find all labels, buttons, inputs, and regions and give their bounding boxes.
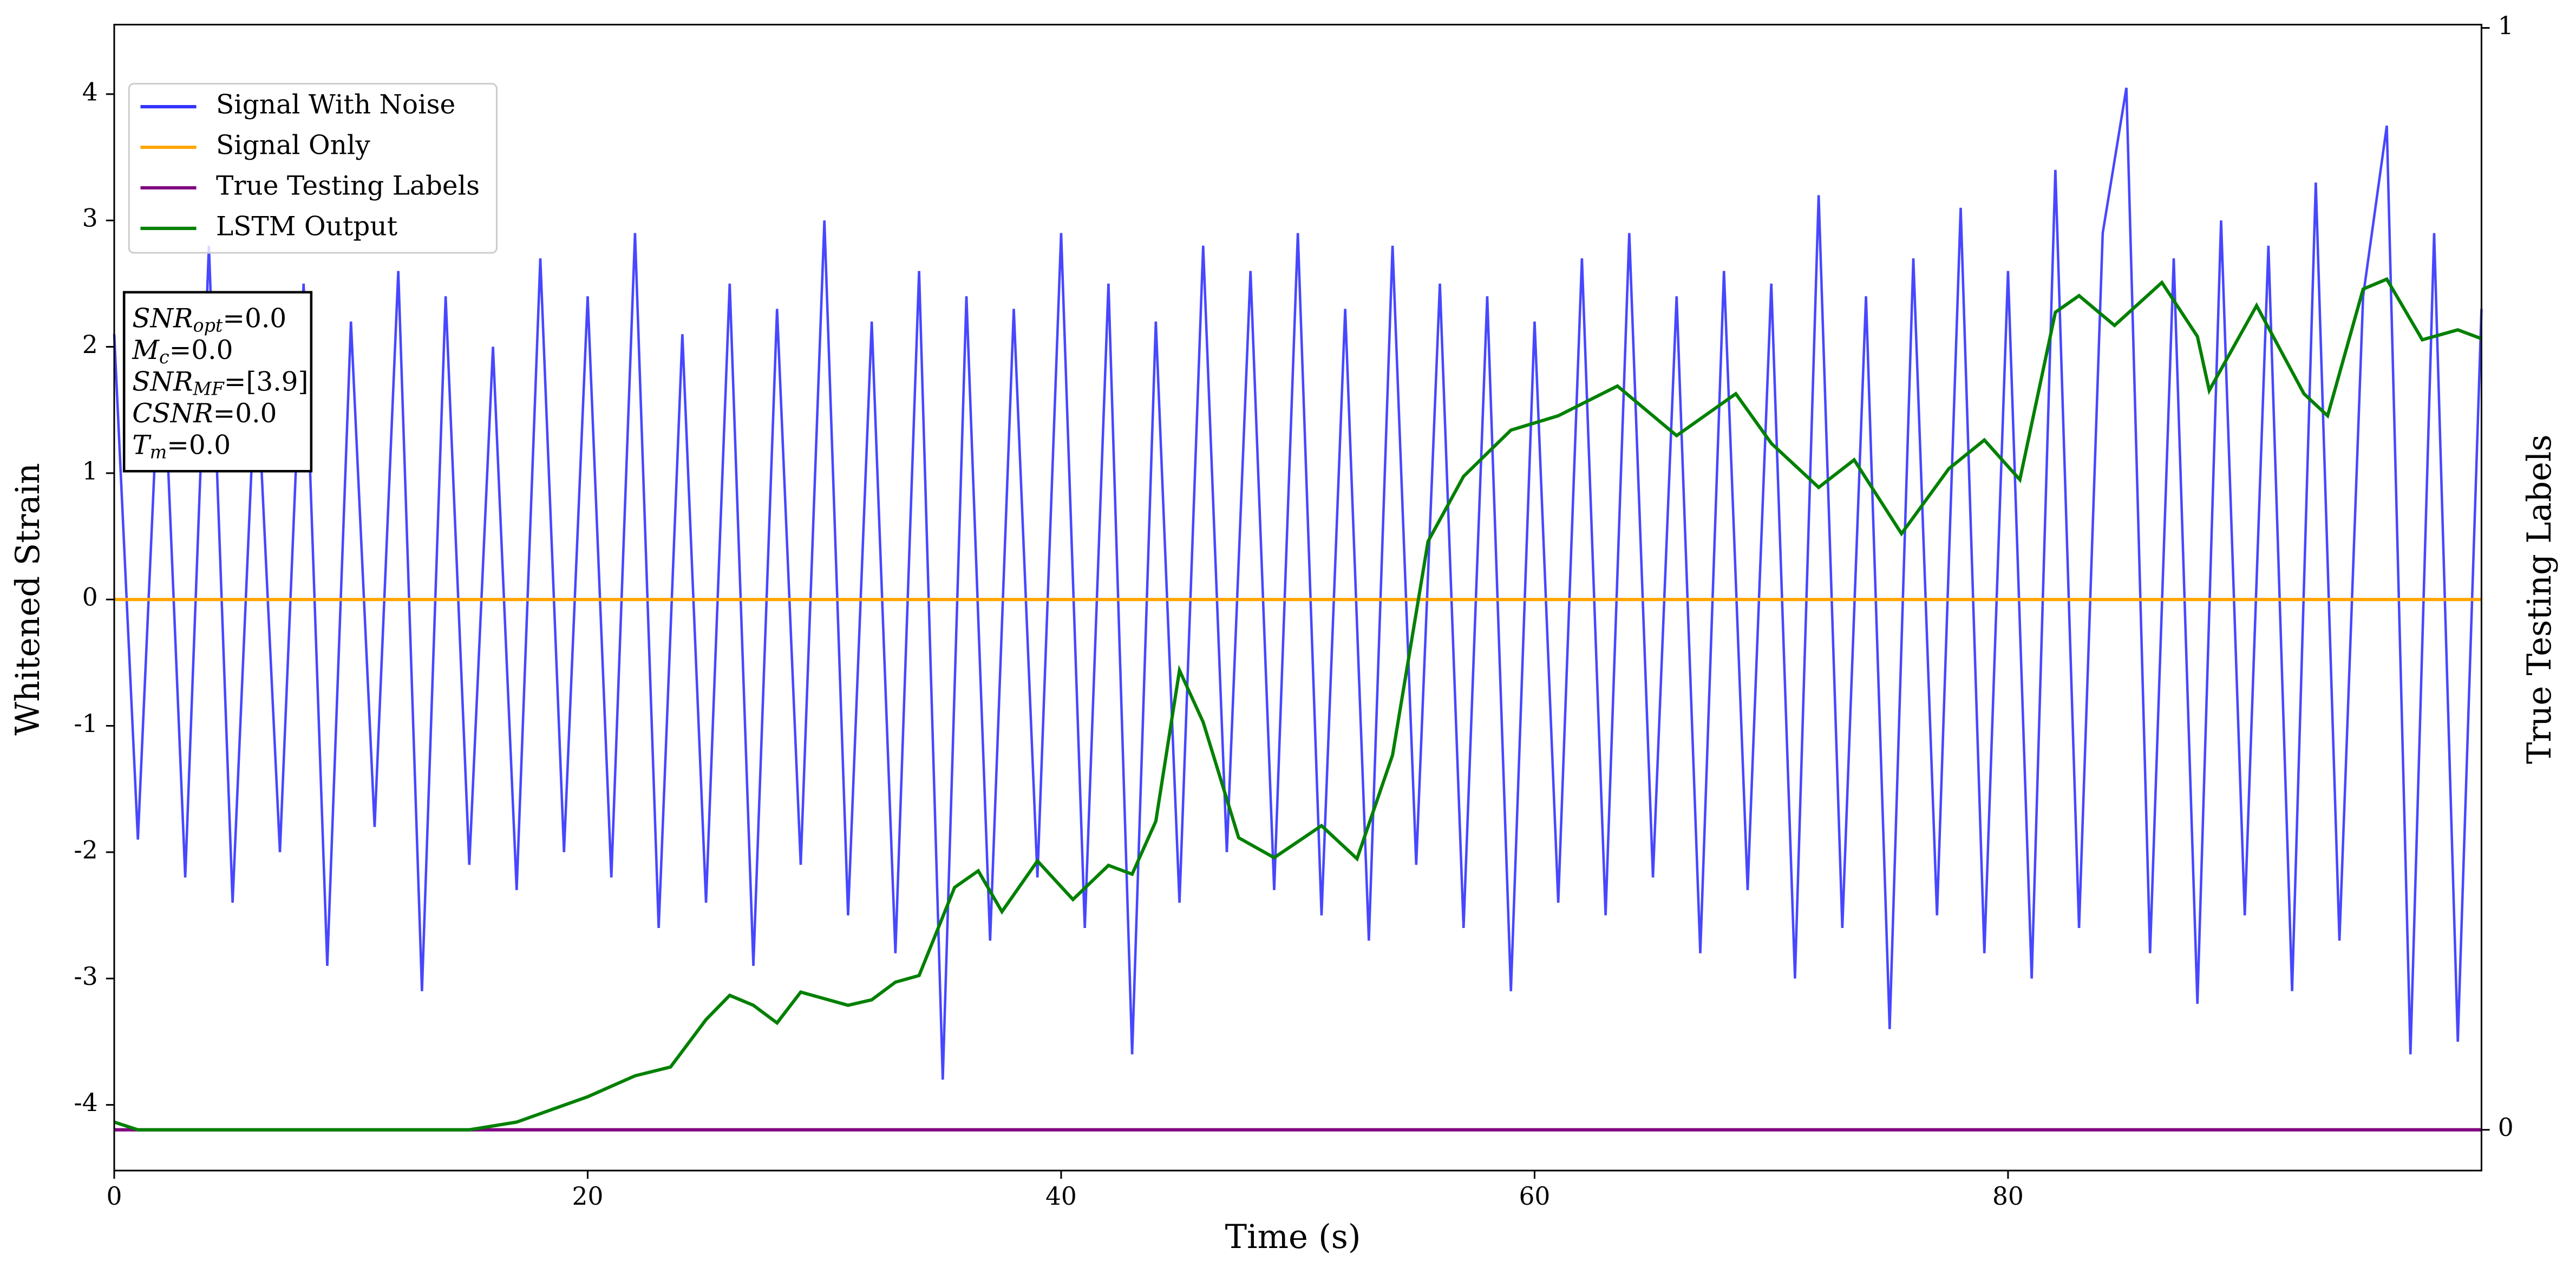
annotation-line: CSNR=0.0 xyxy=(132,398,277,428)
annotation-value: =0.0 xyxy=(223,303,286,334)
y-tick-label: -3 xyxy=(74,962,97,991)
y-tick-label: -1 xyxy=(74,709,97,738)
x-tick-label: 80 xyxy=(1992,1182,2024,1211)
y-tick-label: 2 xyxy=(82,330,98,359)
legend-label: Signal With Noise xyxy=(216,90,455,120)
y-tick-label: 1 xyxy=(82,456,98,485)
y-tick-label: 4 xyxy=(82,77,98,106)
legend-label: True Testing Labels xyxy=(216,171,480,201)
annotation-symbol: T xyxy=(132,430,152,460)
series-line xyxy=(113,87,2483,1080)
annotation-value: =0.0 xyxy=(169,335,233,365)
annotation-line: SNRopt=0.0 xyxy=(132,303,286,336)
legend-label: Signal Only xyxy=(216,130,370,160)
y2-tick-label: 1 xyxy=(2498,11,2514,40)
y2-axis-label: True Testing Labels xyxy=(2521,434,2559,764)
annotation: SNRopt=0.0Mc=0.0SNRMF=[3.9]CSNR=0.0Tm=0.… xyxy=(122,291,313,473)
legend: Signal With Noise Signal Only True Testing… xyxy=(128,83,498,254)
annotation-value: =[3.9] xyxy=(224,367,309,397)
x-axis-label: Time (s) xyxy=(1225,1218,1361,1256)
annotation-value: =0.0 xyxy=(213,398,277,428)
x-tick-label: 0 xyxy=(106,1182,122,1211)
annotation-subscript: MF xyxy=(193,378,225,399)
series-line xyxy=(114,277,2482,1132)
annotation-value: =0.0 xyxy=(167,430,231,460)
y-axis-label: Whitened Strain xyxy=(9,463,47,735)
x-tick-label: 40 xyxy=(1045,1182,1077,1211)
annotation-line: SNRMF=[3.9] xyxy=(132,367,308,400)
plot-area xyxy=(113,87,2483,1132)
annotation-line: Tm=0.0 xyxy=(132,430,231,463)
annotation-symbol: CSNR xyxy=(132,398,213,428)
annotation-symbol: SNR xyxy=(132,303,193,334)
y-tick-label: 3 xyxy=(82,204,98,233)
x-tick-label: 60 xyxy=(1519,1182,1551,1211)
y-tick-label: 0 xyxy=(82,583,98,612)
annotation-symbol: M xyxy=(132,335,160,365)
annotation-box xyxy=(122,291,313,473)
axes-frame xyxy=(113,23,2482,1172)
y-tick-label: -4 xyxy=(74,1088,97,1117)
annotation-subscript: m xyxy=(150,441,167,462)
y2-tick-label: 0 xyxy=(2498,1113,2514,1142)
legend-label: LSTM Output xyxy=(216,211,398,241)
annotation-subscript: opt xyxy=(193,315,223,336)
annotation-subscript: c xyxy=(159,347,169,368)
x-tick-label: 20 xyxy=(572,1182,604,1211)
y-tick-label: -2 xyxy=(74,835,97,864)
annotation-line: Mc=0.0 xyxy=(132,335,233,368)
annotation-symbol: SNR xyxy=(132,367,193,397)
legend-box xyxy=(128,83,498,254)
